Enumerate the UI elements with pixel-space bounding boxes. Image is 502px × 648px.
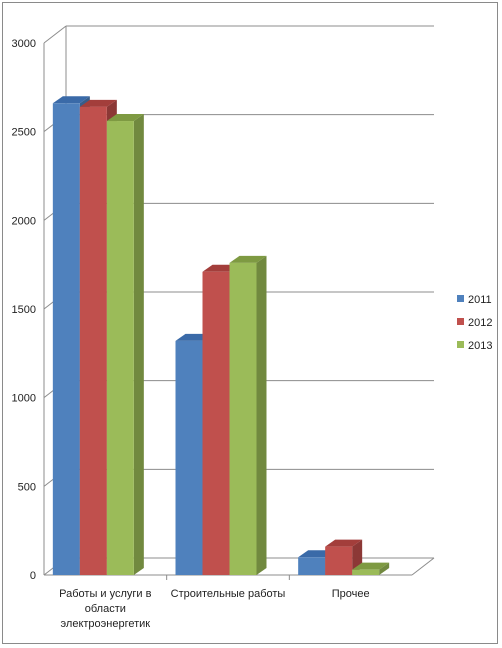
bar-2011-cat1 — [175, 340, 203, 575]
category-label-0-line-1: области — [85, 603, 126, 615]
bar-2012-cat2 — [325, 546, 353, 575]
legend-label-2011: 2011 — [468, 294, 492, 306]
bar-2012-cat0 — [79, 106, 107, 575]
bar-2011-cat0 — [52, 103, 80, 575]
category-label-2-line-0: Прочее — [332, 588, 370, 600]
legend-label-2012: 2012 — [468, 317, 492, 329]
y-tick-label-2500: 2500 — [12, 127, 36, 139]
bar-2013-cat2 — [352, 569, 380, 575]
bar-2013-cat0-top — [106, 114, 144, 122]
bar-2013-cat1-top — [229, 255, 267, 263]
legend-swatch-2012 — [457, 318, 464, 325]
bar-2013-cat0-side — [133, 114, 144, 575]
bar-2013-cat2-side — [379, 562, 390, 575]
floor-right-edge — [411, 557, 435, 576]
y-tick-label-500: 500 — [18, 481, 36, 493]
category-label-0-line-0: Работы и услуги в — [59, 588, 151, 600]
category-label-1-line-0: Строительные работы — [171, 588, 286, 600]
bar-2013-cat2-top — [352, 562, 390, 570]
bar-2013-cat0 — [106, 121, 134, 575]
y-tick-label-0: 0 — [30, 570, 36, 582]
bar-2013-cat1 — [229, 262, 257, 575]
legend-swatch-2013 — [457, 341, 464, 348]
legend-swatch-2011 — [457, 295, 464, 302]
y-tick-label-1500: 1500 — [12, 304, 36, 316]
y-tick-label-2000: 2000 — [12, 215, 36, 227]
legend-label-2013: 2013 — [468, 340, 492, 352]
gridline-depth-3000 — [43, 25, 67, 44]
bar-2013-cat1-side — [256, 255, 267, 576]
bar-2011-cat0-top — [52, 96, 90, 104]
category-label-0-line-2: электроэнергетик — [61, 618, 151, 630]
y-tick-label-1000: 1000 — [12, 393, 36, 405]
bar-2011-cat2 — [298, 557, 326, 575]
y-tick-label-3000: 3000 — [12, 38, 36, 50]
bar-2012-cat1 — [202, 271, 230, 575]
bar-2012-cat0-top — [79, 99, 117, 107]
bar-2012-cat2-top — [325, 539, 363, 547]
